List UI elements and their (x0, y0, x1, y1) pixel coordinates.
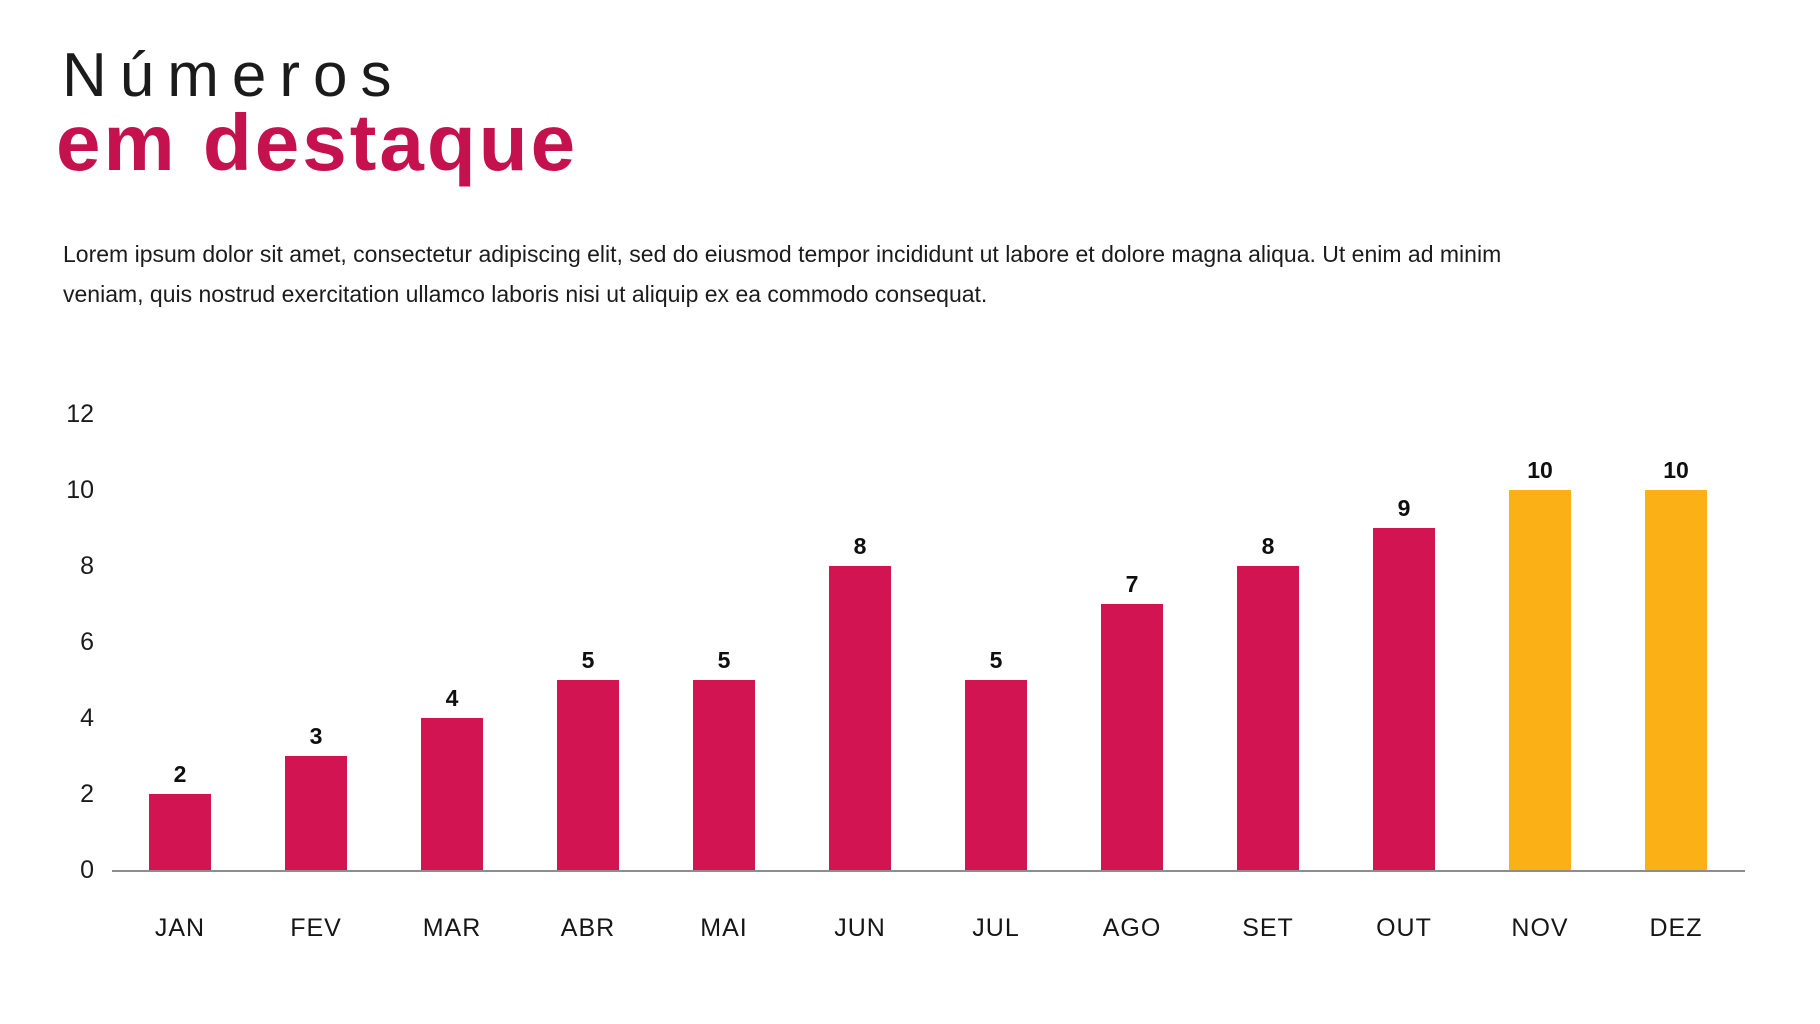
bar-column: 5 (656, 647, 792, 870)
bar-column: 7 (1064, 571, 1200, 870)
x-axis-label-out: OUT (1376, 914, 1432, 942)
bar-column: 9 (1336, 495, 1472, 870)
bar-value-label: 5 (581, 647, 595, 673)
bar-fev (285, 756, 347, 870)
x-axis-label-jun: JUN (834, 914, 886, 942)
bar-column: 5 (928, 647, 1064, 870)
bar-jan (149, 794, 211, 870)
bar-mar (421, 718, 483, 870)
slide-title: Números (62, 41, 405, 110)
y-axis-tick-label: 4 (80, 704, 94, 732)
x-axis-label-nov: NOV (1511, 914, 1569, 942)
bar-value-label: 4 (445, 685, 459, 711)
y-axis-tick-label: 8 (80, 552, 94, 580)
x-axis-label-jan: JAN (154, 914, 206, 942)
bar-value-label: 10 (1527, 457, 1553, 483)
bar-column: 10 (1472, 457, 1608, 870)
slide-title-accent: em destaque (56, 98, 579, 187)
bar-value-label: 2 (173, 761, 187, 787)
y-axis-tick-label: 0 (80, 856, 94, 884)
bar-set (1237, 566, 1299, 870)
bar-ago (1101, 604, 1163, 870)
bar-mai (693, 680, 755, 870)
bar-column: 10 (1608, 457, 1744, 870)
y-axis-tick-label: 10 (66, 476, 94, 504)
x-axis-label-mar: MAR (422, 914, 482, 942)
x-axis-label-dez: DEZ (1649, 914, 1703, 942)
bar-value-label: 10 (1663, 457, 1689, 483)
y-axis-tick-label: 12 (66, 400, 94, 428)
y-axis: 0 2 4 6 8 10 12 (36, 0, 94, 1024)
x-axis-label-set: SET (1242, 914, 1294, 942)
intro-paragraph: Lorem ipsum dolor sit amet, consectetur … (63, 234, 1783, 314)
bar-value-label: 7 (1125, 571, 1139, 597)
bar-dez (1645, 490, 1707, 870)
bar-value-label: 3 (309, 723, 323, 749)
y-axis-tick-label: 6 (80, 628, 94, 656)
intro-paragraph-line: Lorem ipsum dolor sit amet, consectetur … (63, 241, 1502, 267)
bar-jul (965, 680, 1027, 870)
bar-value-label: 5 (989, 647, 1003, 673)
bar-column: 5 (520, 647, 656, 870)
x-axis-label-fev: FEV (290, 914, 342, 942)
x-axis-labels: JAN FEV MAR ABR MAI JUN JUL AGO SET OUT NOV DEZ (112, 914, 1744, 943)
bar-out (1373, 528, 1435, 870)
bar-chart: 2 3 4 5 5 8 5 7 8 9 10 10 (112, 400, 1744, 870)
bar-abr (557, 680, 619, 870)
bar-value-label: 9 (1397, 495, 1411, 521)
bar-value-label: 8 (1261, 533, 1275, 559)
x-axis-label-ago: AGO (1102, 914, 1162, 942)
y-axis-tick-label: 2 (80, 780, 94, 808)
bar-column: 8 (1200, 533, 1336, 870)
x-axis-label-jul: JUL (972, 914, 1020, 942)
bar-column: 8 (792, 533, 928, 870)
bar-value-label: 5 (717, 647, 731, 673)
x-axis-label-mai: MAI (700, 914, 748, 942)
x-axis-line (112, 870, 1745, 872)
x-axis-label-abr: ABR (560, 914, 616, 942)
bar-nov (1509, 490, 1571, 870)
bar-column: 4 (384, 685, 520, 870)
bar-jun (829, 566, 891, 870)
bar-column: 2 (112, 761, 248, 870)
intro-paragraph-line: veniam, quis nostrud exercitation ullamc… (63, 281, 988, 307)
bar-value-label: 8 (853, 533, 867, 559)
bar-column: 3 (248, 723, 384, 870)
